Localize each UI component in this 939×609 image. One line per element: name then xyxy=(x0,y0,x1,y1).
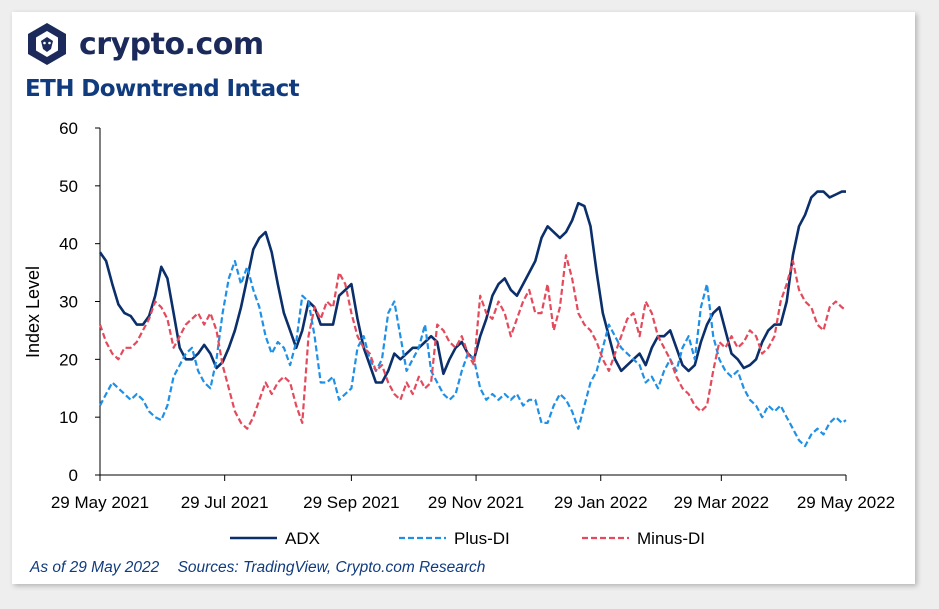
x-tick-label: 29 Jan 2022 xyxy=(554,493,648,512)
chart-title: ETH Downtrend Intact xyxy=(25,76,300,102)
brand-logo: crypto.com xyxy=(27,22,264,66)
line-chart: 0 10 20 30 40 50 60 29 May 2021 29 Jul 2021 29 Se… xyxy=(23,119,895,548)
y-tick-label: 40 xyxy=(59,235,78,254)
series-line-minus-di xyxy=(98,254,847,430)
y-axis-label: Index Level xyxy=(23,266,43,358)
y-tick-label: 60 xyxy=(59,119,78,138)
legend-label-adx: ADX xyxy=(285,529,320,548)
y-tick-label: 30 xyxy=(59,293,78,312)
series-line-plus-di xyxy=(99,259,847,448)
chart-legend: ADX Plus-DI Minus-DI xyxy=(230,529,705,548)
as-of-note: As of 29 May 2022 xyxy=(30,559,160,576)
y-tick-label: 50 xyxy=(59,177,78,196)
chart-footer: As of 29 May 2022 Sources: TradingView, … xyxy=(30,559,485,577)
sources-note: Sources: TradingView, Crypto.com Researc… xyxy=(177,559,486,576)
y-tick-label: 0 xyxy=(69,466,78,485)
x-tick-label: 29 Jul 2021 xyxy=(181,493,269,512)
brand-name: crypto.com xyxy=(79,26,264,62)
x-tick-label: 29 Mar 2022 xyxy=(674,493,769,512)
series-layer xyxy=(98,190,847,448)
chart-axes: 0 10 20 30 40 50 60 29 May 2021 29 Jul 2021 29 Se… xyxy=(51,119,895,512)
x-tick-label: 29 Nov 2021 xyxy=(428,493,524,512)
legend-label-minus-di: Minus-DI xyxy=(637,529,705,548)
y-tick-label: 20 xyxy=(59,350,78,369)
crypto-com-lion-shield-icon xyxy=(28,23,66,65)
chart-card: crypto.com ETH Downtrend Intact 0 10 20 30 4… xyxy=(12,12,915,584)
x-tick-label: 29 May 2021 xyxy=(51,493,149,512)
x-tick-label: 29 Sep 2021 xyxy=(303,493,399,512)
x-tick-label: 29 May 2022 xyxy=(797,493,895,512)
legend-label-plus-di: Plus-DI xyxy=(454,529,510,548)
y-tick-label: 10 xyxy=(59,408,78,427)
series-line-adx xyxy=(98,190,846,384)
